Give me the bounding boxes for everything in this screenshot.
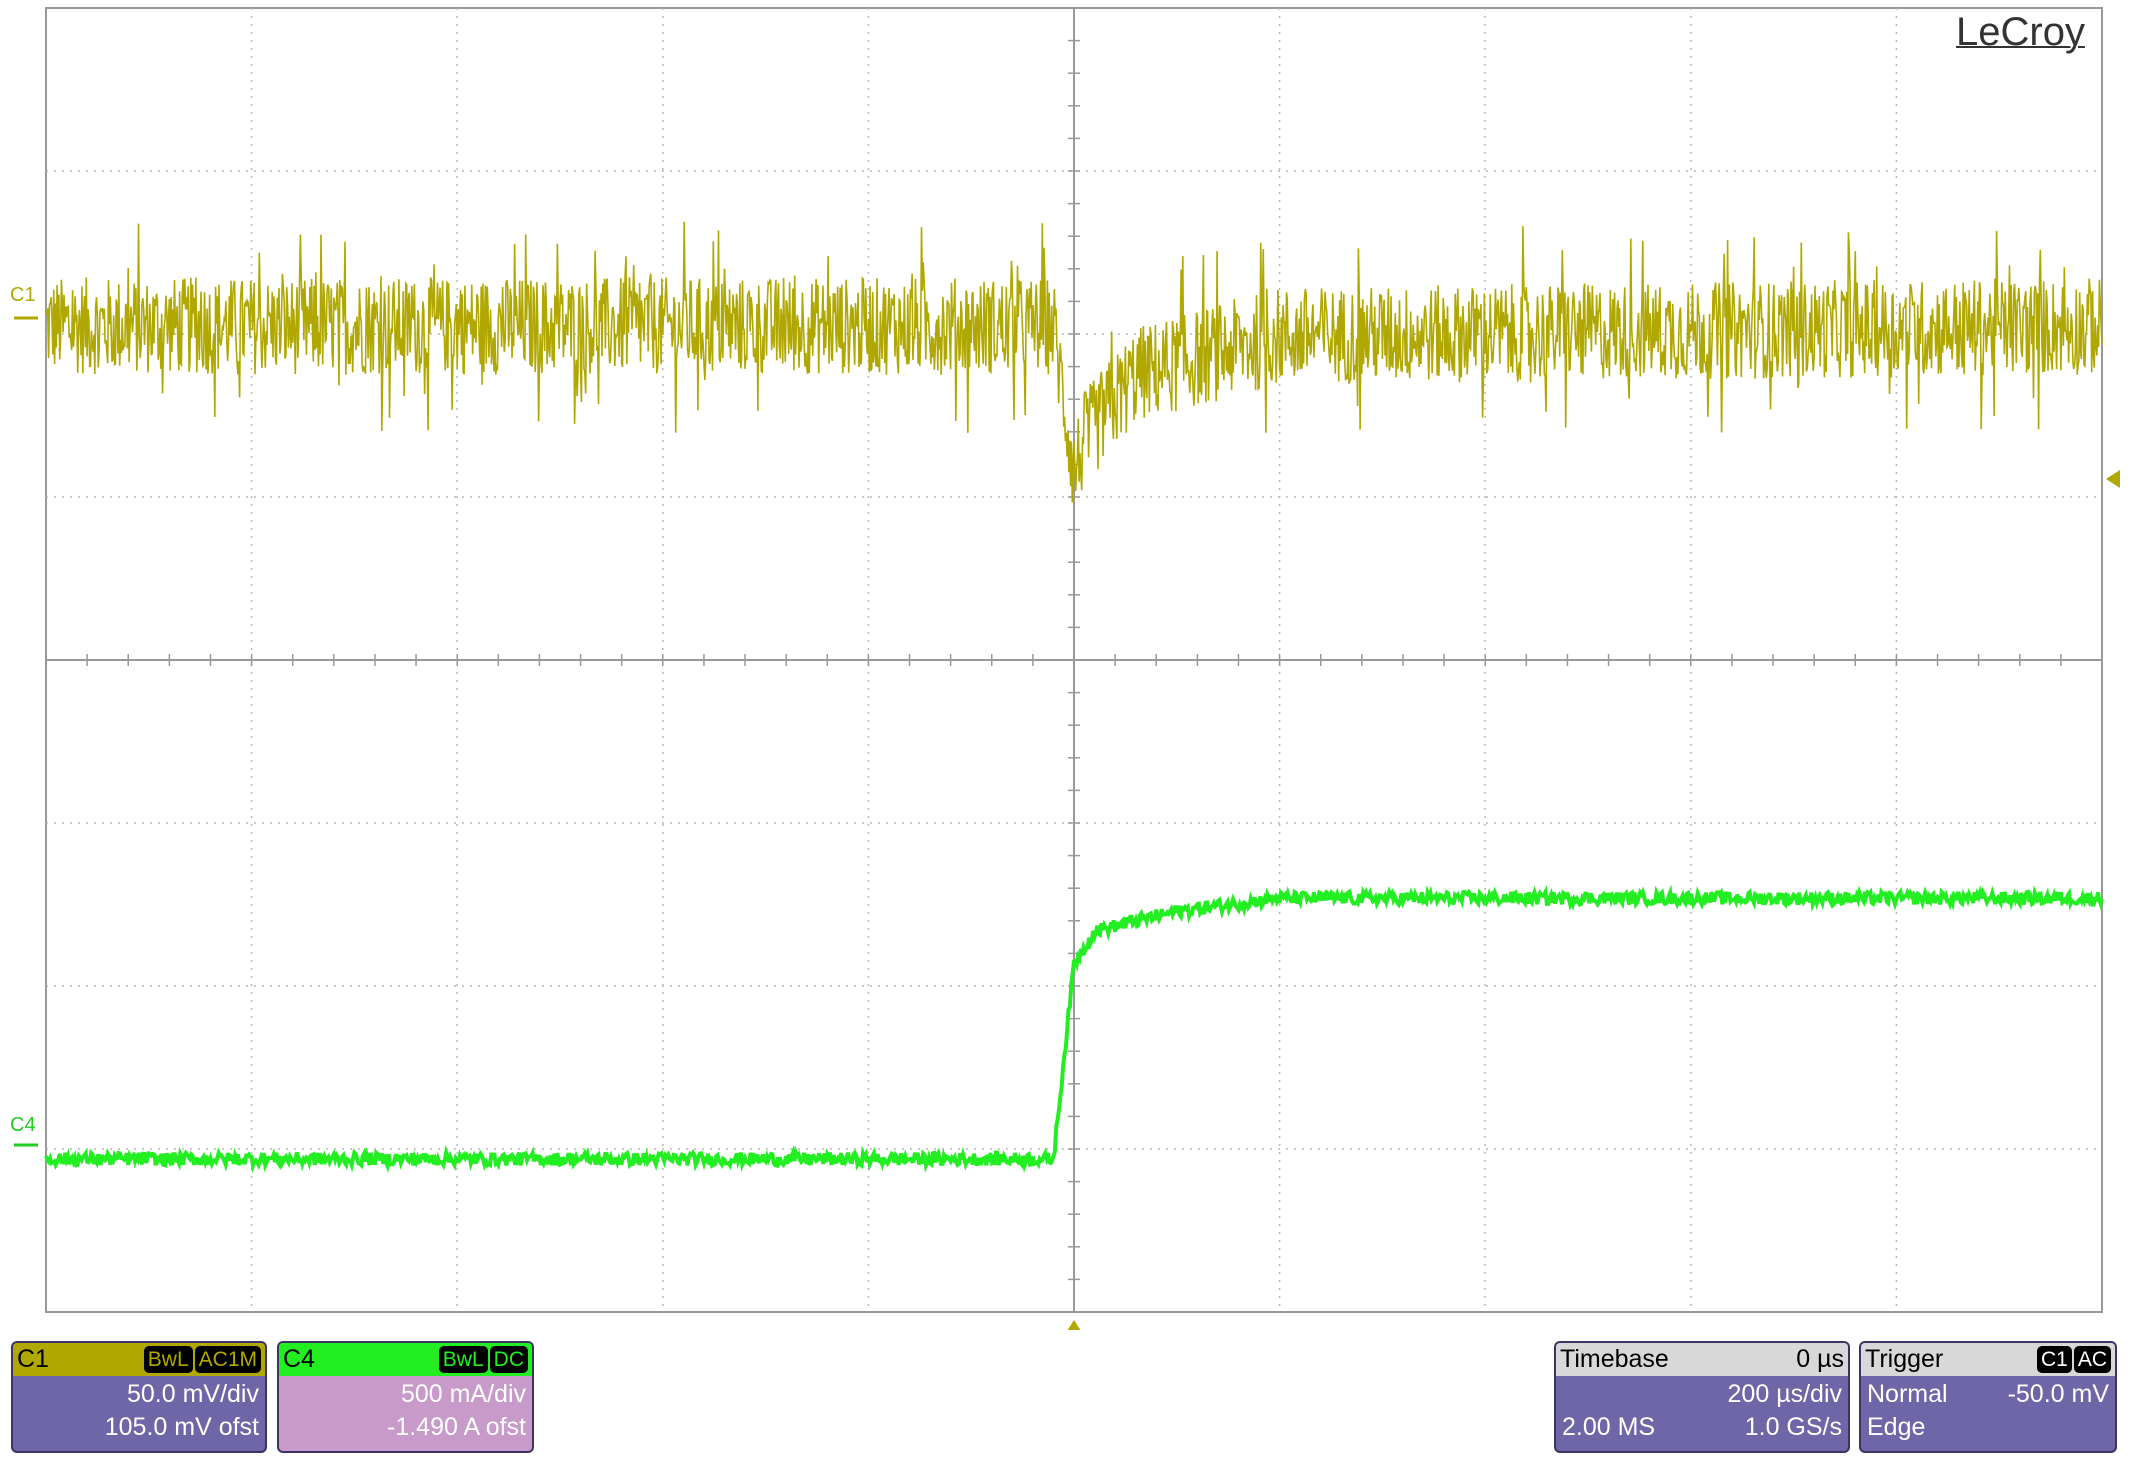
- c1-trace: [45, 221, 2103, 503]
- c1-coupling-badge: AC1M: [194, 1346, 261, 1373]
- c1-bwl-badge: BwL: [143, 1346, 193, 1373]
- c4-offset: -1.490 A ofst: [387, 1413, 526, 1441]
- c4-trace: [44, 884, 2104, 1174]
- c4-coupling-badge: DC: [489, 1346, 528, 1373]
- c4-trace-label: C4: [10, 1114, 36, 1136]
- oscilloscope-display: [14, 7, 2120, 1330]
- timebase-rate: 1.0 GS/s: [1744, 1413, 1842, 1441]
- timebase-panel[interactable]: Timebase 0 µs 200 µs/div 2.00 MS 1.0 GS/s: [1554, 1341, 1850, 1453]
- c1-trace-label: C1: [10, 284, 36, 306]
- trigger-title: Trigger: [1865, 1345, 1944, 1373]
- c1-title: C1: [17, 1345, 49, 1373]
- lecroy-logo: LeCroy: [1956, 10, 2085, 54]
- c4-channel-panel[interactable]: C4 BwL DC 500 mA/div -1.490 A ofst: [277, 1341, 534, 1453]
- c4-scale: 500 mA/div: [400, 1380, 526, 1408]
- timebase-title: Timebase: [1560, 1345, 1669, 1373]
- c1-offset: 105.0 mV ofst: [104, 1413, 259, 1441]
- timebase-samples: 2.00 MS: [1562, 1413, 1656, 1441]
- c4-bwl-badge: BwL: [438, 1346, 488, 1373]
- trigger-level-icon: [2106, 470, 2120, 488]
- c1-scale: 50.0 mV/div: [126, 1380, 259, 1408]
- trigger-level: -50.0 mV: [2007, 1380, 2109, 1408]
- trigger-position-icon: [1067, 1320, 1081, 1330]
- c1-channel-panel[interactable]: C1 BwL AC1M 50.0 mV/div 105.0 mV ofst: [11, 1341, 267, 1453]
- trigger-type: Edge: [1867, 1413, 1926, 1441]
- trigger-mode: Normal: [1867, 1380, 1948, 1408]
- c4-title: C4: [283, 1345, 315, 1373]
- trigger-panel[interactable]: Trigger C1 AC Normal -50.0 mV Edge: [1859, 1341, 2117, 1453]
- trigger-coupling-badge: AC: [2073, 1346, 2111, 1373]
- timebase-scale: 200 µs/div: [1727, 1380, 1842, 1408]
- trigger-source-badge: C1: [2036, 1346, 2072, 1373]
- timebase-delay: 0 µs: [1796, 1345, 1844, 1373]
